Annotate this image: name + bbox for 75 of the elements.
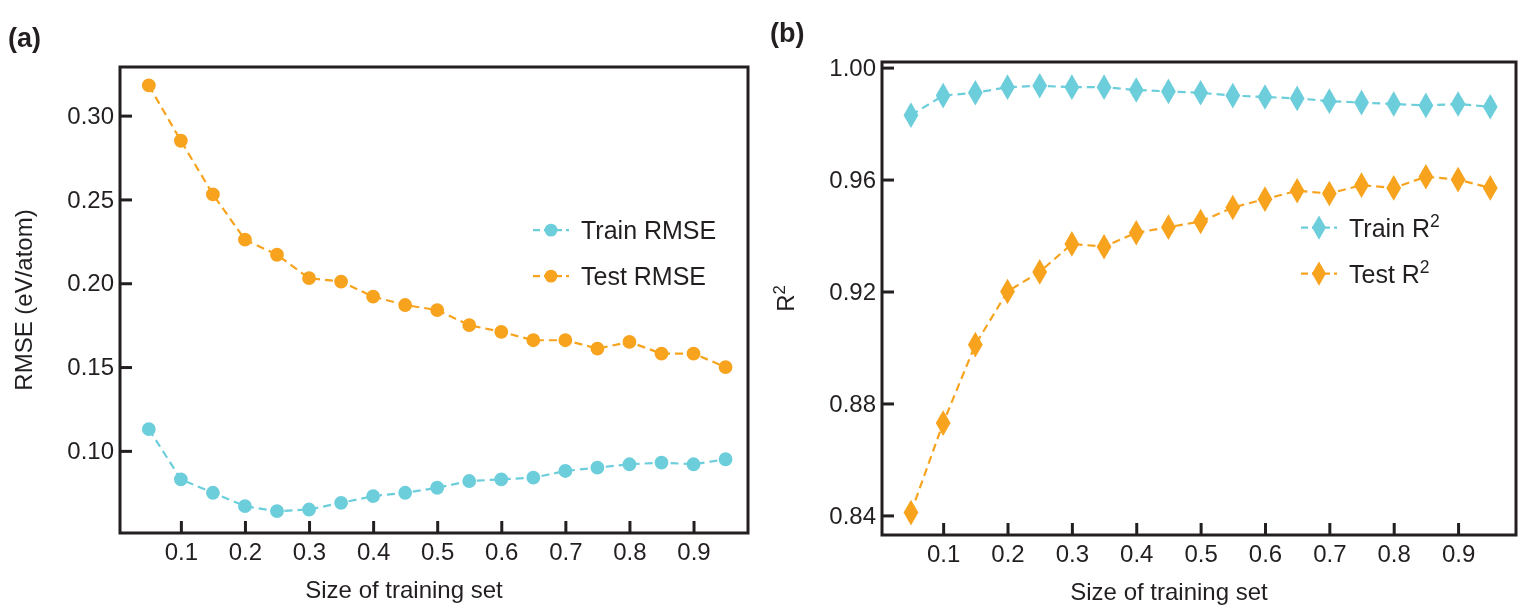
x-tick-label: 0.5 [421,538,455,566]
point [622,335,637,349]
point [206,187,220,202]
x-tick-label: 0.8 [613,538,647,566]
point [686,346,701,361]
point [270,504,284,519]
point [558,464,573,478]
point [462,474,477,488]
point [334,274,348,289]
y-tick-label: 0.92 [829,277,876,305]
x-axis-title: Size of training set [305,576,504,603]
point [141,78,156,93]
x-tick-label: 0.2 [991,540,1025,568]
point [526,333,541,348]
y-tick-label: 0.84 [829,501,876,529]
x-tick-label: 0.7 [1313,540,1347,568]
x-tick-label: 0.1 [164,538,199,566]
point [173,472,188,487]
point [430,303,445,317]
point [238,499,252,514]
x-tick-label: 0.3 [292,538,327,566]
legend-label: Train RMSE [581,216,717,245]
chart-title: (a) [8,23,41,53]
x-tick-label: 0.9 [1441,540,1476,568]
x-tick-label: 0.2 [228,538,263,566]
y-tick-label: 0.88 [829,389,876,417]
point [366,289,381,304]
point [494,324,509,339]
x-tick-label: 0.3 [1055,540,1090,568]
point [622,457,637,472]
point [494,472,509,487]
point [686,457,701,472]
x-tick-label: 0.8 [1377,540,1411,568]
y-tick-label: 0.15 [67,353,114,381]
y-axis-title: RMSE (eV/atom) [10,209,37,391]
y-tick-label: 0.10 [67,437,114,465]
point [334,495,348,510]
legend-label: Test RMSE [581,262,707,291]
chart-title: (b) [770,18,805,48]
x-tick-label: 0.5 [1184,540,1218,568]
point [558,333,573,348]
x-tick-label: 0.7 [549,538,583,566]
point [654,346,669,361]
point [173,133,188,148]
point [526,470,541,485]
x-axis-title: Size of training set [1070,578,1269,605]
x-tick-label: 0.4 [356,538,391,566]
legend-label: Train R$^{2}$ [1349,210,1440,242]
point [462,318,477,333]
point [718,360,733,374]
point [718,452,733,467]
y-tick-label: 0.25 [67,185,114,213]
point [430,480,445,495]
point [398,485,413,500]
point [302,502,316,517]
point [141,422,156,436]
y-tick-label: 1.00 [829,53,876,81]
point [398,298,413,312]
x-tick-label: 0.9 [677,538,711,566]
y-tick-label: 0.30 [67,101,114,129]
x-tick-label: 0.1 [926,540,961,568]
point [270,247,284,262]
x-tick-label: 0.6 [485,538,519,566]
point [590,341,605,356]
x-tick-label: 0.4 [1120,540,1154,568]
point [654,455,669,470]
y-tick-label: 0.20 [67,269,114,297]
point [302,271,316,286]
point [366,489,381,504]
y-tick-label: 0.96 [829,165,876,193]
x-tick-label: 0.6 [1248,540,1283,568]
point [206,485,220,500]
legend-label: Test R$^{2}$ [1349,256,1430,288]
point [590,460,605,475]
point [238,232,252,247]
